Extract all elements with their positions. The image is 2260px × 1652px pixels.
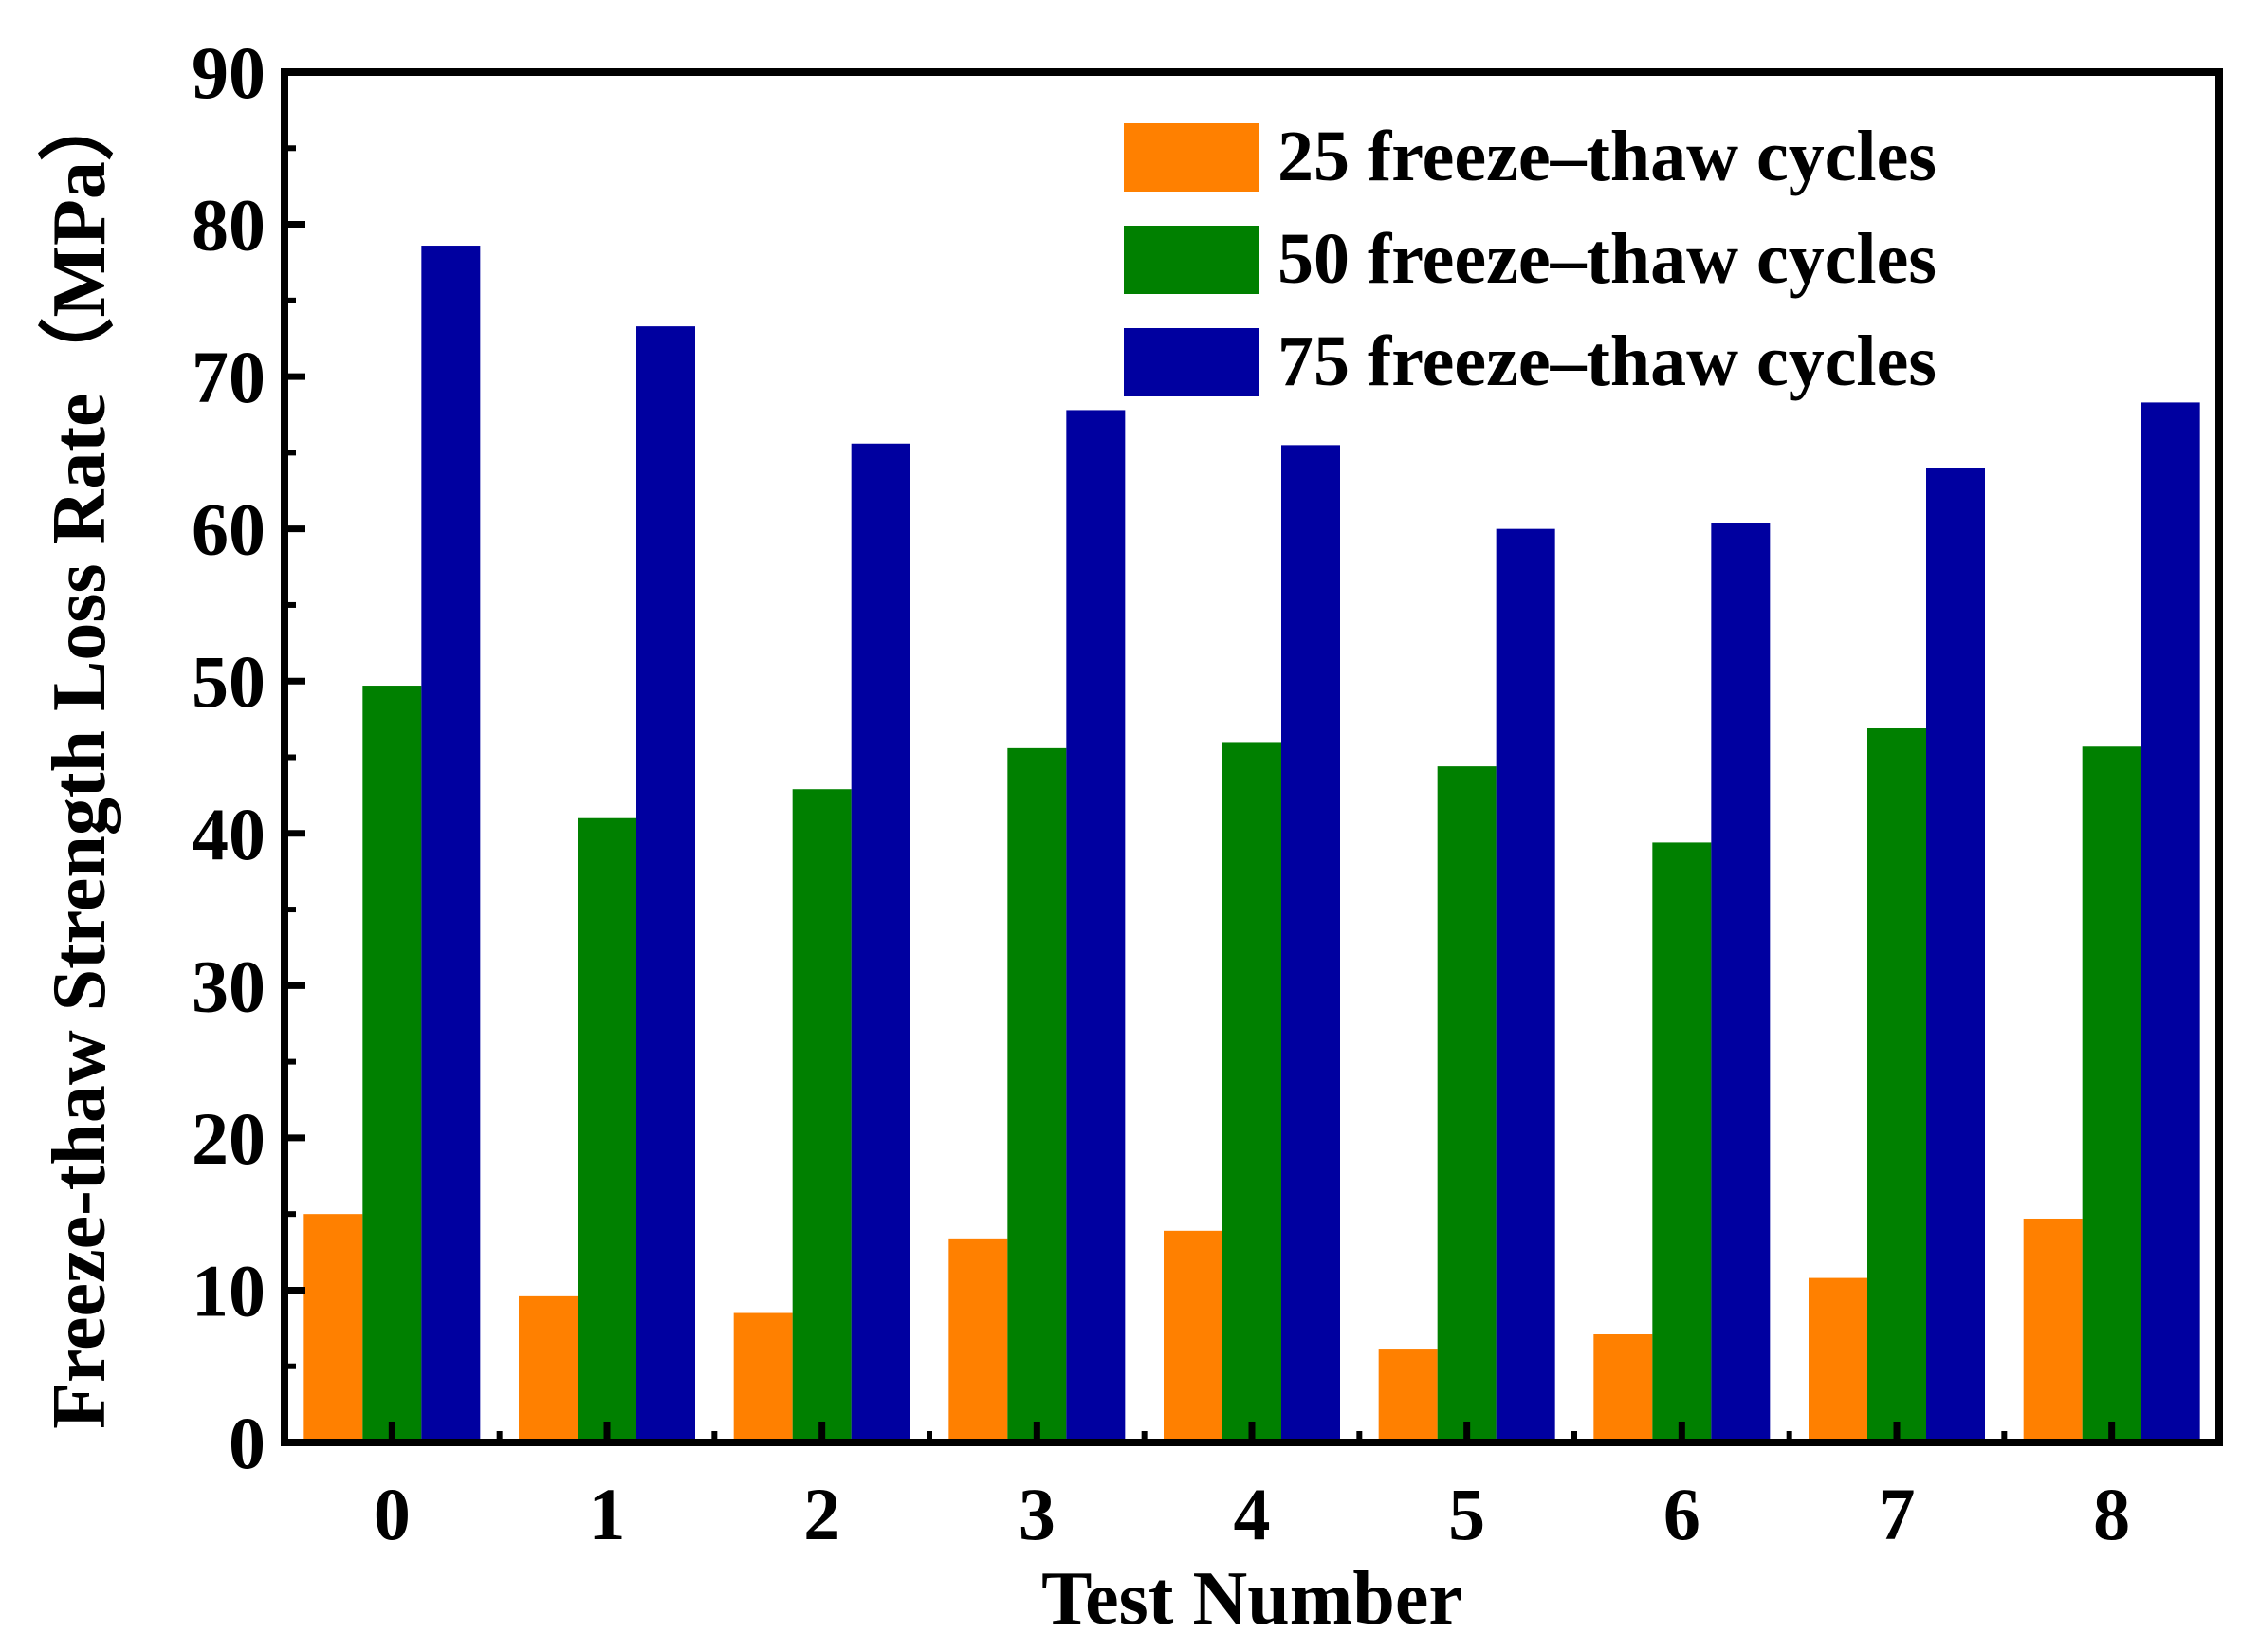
bar-series1-test-3 [948,1238,1008,1442]
x-tick-label: 1 [589,1473,626,1555]
legend: 25 freeze–thaw cycles 50 freeze–thaw cycl… [1124,117,1937,401]
bar-series3-test-3 [1066,410,1126,1442]
legend-label-3: 75 freeze–thaw cycles [1277,321,1937,401]
bar-series3-test-1 [636,326,695,1442]
bar-series1-test-7 [1809,1277,1867,1442]
y-tick-label: 90 [192,31,266,114]
bar-series2-test-3 [1007,747,1067,1442]
bar-series1-test-0 [303,1214,363,1442]
legend-swatch-1 [1124,123,1259,192]
ticks-layer: 0 10 20 30 40 50 60 70 80 90 0 1 2 3 4 5 6 7 8 [192,31,2130,1555]
y-tick-label: 40 [192,793,266,875]
y-tick-label: 0 [229,1402,266,1484]
y-tick-label: 70 [192,336,266,418]
bar-series2-test-2 [792,789,852,1442]
x-tick-label: 0 [374,1473,411,1555]
x-tick-label: 2 [803,1473,840,1555]
y-tick-label: 50 [192,640,266,723]
y-tick-label: 30 [192,945,266,1027]
y-tick-label: 10 [192,1249,266,1331]
bar-series3-test-0 [421,246,481,1442]
bar-series2-test-4 [1222,742,1281,1442]
x-tick-label: 4 [1234,1473,1271,1555]
bar-series3-test-5 [1496,528,1555,1442]
bar-series2-test-6 [1652,842,1712,1442]
y-tick-label: 80 [192,184,266,266]
legend-swatch-3 [1124,328,1259,396]
bar-series3-test-7 [1926,468,1985,1442]
y-tick-label: 20 [192,1097,266,1180]
bar-series2-test-8 [2082,746,2141,1442]
legend-label-1: 25 freeze–thaw cycles [1277,117,1937,196]
bar-series3-test-4 [1281,445,1340,1443]
x-tick-label: 5 [1448,1473,1485,1555]
x-tick-label: 6 [1663,1473,1700,1555]
x-tick-label: 7 [1879,1473,1916,1555]
bar-series1-test-4 [1164,1230,1222,1442]
bar-series1-test-2 [733,1312,793,1442]
bar-series3-test-8 [2141,402,2200,1443]
bar-series2-test-7 [1867,727,1926,1442]
bar-series3-test-2 [851,443,910,1442]
bar-series2-test-1 [578,817,636,1442]
x-tick-label: 3 [1019,1473,1056,1555]
legend-label-2: 50 freeze–thaw cycles [1277,219,1937,299]
bar-series3-test-6 [1711,523,1771,1442]
bar-series1-test-6 [1593,1334,1653,1442]
bar-series2-test-5 [1437,766,1497,1442]
x-axis-title: Test Number [1041,1557,1462,1641]
y-tick-label: 60 [192,488,266,571]
y-axis-title: Freeze-thaw Strength Loss Rate（MPa） [38,85,121,1429]
bars-layer [303,246,2200,1443]
bar-series1-test-8 [2023,1218,2083,1442]
bar-series2-test-0 [362,686,422,1442]
legend-swatch-2 [1124,226,1259,294]
bar-series1-test-1 [519,1295,578,1442]
x-tick-label: 8 [2093,1473,2130,1555]
bar-series1-test-5 [1378,1349,1438,1442]
